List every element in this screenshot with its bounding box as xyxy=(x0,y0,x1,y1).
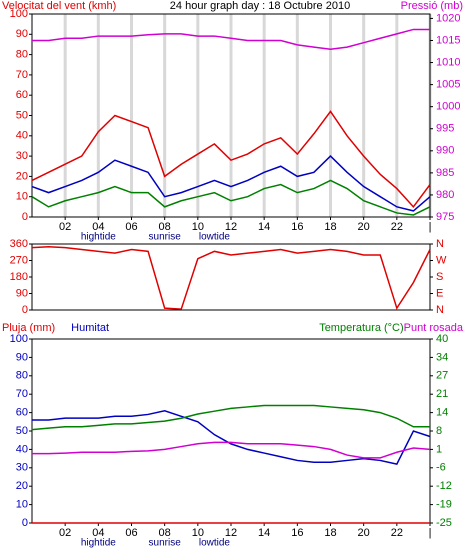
y2-tick-label: 21 xyxy=(436,388,448,400)
x-tick-label: 22 xyxy=(391,221,403,233)
y2-tick-label: 990 xyxy=(436,145,454,157)
x-tick-label: 18 xyxy=(324,527,336,539)
y2-tick-label: 980 xyxy=(436,189,454,201)
x-tick-label: 16 xyxy=(291,221,303,233)
axis-label: Pluja (mm) xyxy=(2,322,55,334)
y2-tick-label: S xyxy=(436,271,443,283)
x-tick-label: 04 xyxy=(92,527,104,539)
y-tick-label: 360 xyxy=(10,238,28,250)
x-tick-label: 08 xyxy=(159,527,171,539)
y2-tick-label: 985 xyxy=(436,167,454,179)
y-tick-label: 50 xyxy=(16,109,28,121)
y-tick-label: 80 xyxy=(16,370,28,382)
y-tick-label: 10 xyxy=(16,191,28,203)
y-tick-label: 100 xyxy=(10,8,28,20)
y-tick-label: 70 xyxy=(16,388,28,400)
x-tick-label: 02 xyxy=(59,527,71,539)
y-tick-label: 0 xyxy=(22,211,28,223)
y2-tick-label: -25 xyxy=(436,517,452,529)
x-tick-label: 06 xyxy=(125,221,137,233)
y2-tick-label: N xyxy=(436,304,444,316)
series-line xyxy=(31,404,430,431)
series-line xyxy=(32,28,430,51)
y-tick-label: 20 xyxy=(16,170,28,182)
x-tick-label: 22 xyxy=(391,527,403,539)
x-tick-label: 20 xyxy=(358,221,370,233)
x-tick-label: 16 xyxy=(291,527,303,539)
series-line xyxy=(31,110,431,209)
chart-title: 24 hour graph day : 18 Octubre 2010 xyxy=(170,0,350,12)
y-tick-label: 50 xyxy=(16,425,28,437)
y-tick-label: 60 xyxy=(16,407,28,419)
annotation: hightide xyxy=(81,232,116,243)
y2-tick-label: 8 xyxy=(436,425,442,437)
x-tick-label: 02 xyxy=(59,221,71,233)
axis-label: Punt rosada xyxy=(404,322,464,334)
x-tick-label: | xyxy=(429,221,432,233)
y2-tick-label: 40 xyxy=(436,333,448,345)
y-tick-label: 30 xyxy=(16,462,28,474)
y-tick-label: 90 xyxy=(16,351,28,363)
y2-tick-label: 27 xyxy=(436,370,448,382)
y2-tick-label: 1000 xyxy=(436,101,460,113)
y2-tick-label: W xyxy=(436,254,447,266)
annotation: sunrise xyxy=(149,538,182,549)
axis-label: Humitat xyxy=(71,322,109,334)
y-tick-label: 90 xyxy=(16,28,28,40)
series-line xyxy=(31,245,431,310)
axis-label: Velocitat del vent (kmh) xyxy=(2,0,116,12)
y2-tick-label: 1 xyxy=(436,443,442,455)
annotation: hightide xyxy=(81,538,116,549)
annotation: lowtide xyxy=(199,232,231,243)
y-tick-label: 70 xyxy=(16,69,28,81)
y2-tick-label: 1020 xyxy=(436,12,460,24)
annotation: sunrise xyxy=(149,232,182,243)
x-tick-label: 04 xyxy=(92,221,104,233)
y-tick-label: 180 xyxy=(10,271,28,283)
y-tick-label: 0 xyxy=(22,304,28,316)
y-tick-label: 100 xyxy=(10,333,28,345)
x-tick-label: 14 xyxy=(258,527,270,539)
x-tick-label: 06 xyxy=(125,527,137,539)
y-tick-label: 10 xyxy=(16,499,28,511)
y2-tick-label: 975 xyxy=(436,211,454,223)
x-tick-label: 12 xyxy=(225,221,237,233)
x-tick-label: 18 xyxy=(324,221,336,233)
y-tick-label: 0 xyxy=(22,517,28,529)
y-tick-label: 270 xyxy=(10,254,28,266)
axis-label: Temperatura (°C) xyxy=(319,322,403,334)
x-tick-label: 12 xyxy=(225,527,237,539)
y-tick-label: 40 xyxy=(16,443,28,455)
y-tick-label: 20 xyxy=(16,480,28,492)
y2-tick-label: 14 xyxy=(436,407,448,419)
y-tick-label: 90 xyxy=(16,287,28,299)
y2-tick-label: -6 xyxy=(436,462,446,474)
y2-tick-label: N xyxy=(436,238,444,250)
series-line xyxy=(31,179,431,216)
y-tick-label: 40 xyxy=(16,130,28,142)
axis-label: Pressió (mb) xyxy=(401,0,463,12)
y2-tick-label: -12 xyxy=(436,480,452,492)
y2-tick-label: 34 xyxy=(436,351,448,363)
series-line xyxy=(32,441,431,459)
y2-tick-label: 1010 xyxy=(436,56,460,68)
x-tick-label: 08 xyxy=(159,221,171,233)
series-line xyxy=(31,155,431,212)
y2-tick-label: -19 xyxy=(436,499,452,511)
y2-tick-label: E xyxy=(436,287,443,299)
y-tick-label: 80 xyxy=(16,49,28,61)
x-tick-label: 10 xyxy=(192,221,204,233)
annotation: lowtide xyxy=(199,538,231,549)
x-tick-label: 14 xyxy=(258,221,270,233)
y2-tick-label: 1005 xyxy=(436,79,460,91)
y2-tick-label: 1015 xyxy=(436,34,460,46)
y-tick-label: 30 xyxy=(16,150,28,162)
x-tick-label: 20 xyxy=(358,527,370,539)
x-tick-label: | xyxy=(429,527,432,539)
y-tick-label: 60 xyxy=(16,89,28,101)
x-tick-label: 10 xyxy=(192,527,204,539)
y2-tick-label: 995 xyxy=(436,123,454,135)
